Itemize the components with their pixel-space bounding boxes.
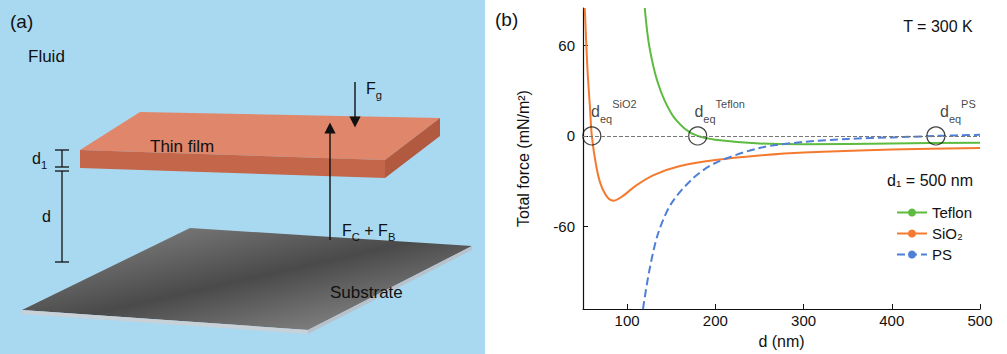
svg-text:Thin film: Thin film	[150, 137, 214, 156]
svg-text:100: 100	[615, 312, 640, 329]
svg-text:500: 500	[967, 312, 992, 329]
svg-text:eq: eq	[703, 113, 715, 125]
svg-text:d: d	[591, 103, 600, 120]
svg-text:d: d	[694, 103, 703, 120]
svg-text:d: d	[42, 208, 51, 225]
svg-text:Substrate: Substrate	[330, 283, 403, 302]
svg-text:Teflon: Teflon	[932, 204, 972, 221]
svg-text:d: d	[940, 103, 949, 120]
svg-text:300: 300	[791, 312, 816, 329]
svg-text:PS: PS	[961, 98, 976, 110]
svg-text:Fluid: Fluid	[28, 47, 65, 66]
svg-text:Teflon: Teflon	[716, 98, 745, 110]
svg-text:FC + FB: FC + FB	[342, 222, 395, 243]
svg-text:Fg: Fg	[366, 80, 382, 101]
svg-text:(a): (a)	[10, 11, 33, 32]
svg-text:(b): (b)	[495, 9, 518, 30]
svg-text:-60: -60	[553, 218, 575, 235]
svg-text:SiO₂: SiO₂	[932, 225, 963, 242]
svg-text:Total force (mN/m²): Total force (mN/m²)	[515, 90, 532, 227]
svg-text:400: 400	[879, 312, 904, 329]
svg-text:T = 300 K: T = 300 K	[903, 18, 973, 35]
svg-text:d (nm): d (nm)	[758, 333, 804, 350]
svg-text:eq: eq	[949, 113, 961, 125]
svg-text:eq: eq	[600, 113, 612, 125]
svg-text:0: 0	[567, 127, 575, 144]
svg-text:PS: PS	[932, 246, 952, 263]
svg-text:200: 200	[703, 312, 728, 329]
svg-text:d₁ = 500 nm: d₁ = 500 nm	[887, 172, 973, 189]
svg-text:d1: d1	[32, 150, 47, 171]
svg-text:SiO2: SiO2	[612, 98, 636, 110]
svg-text:60: 60	[558, 37, 575, 54]
